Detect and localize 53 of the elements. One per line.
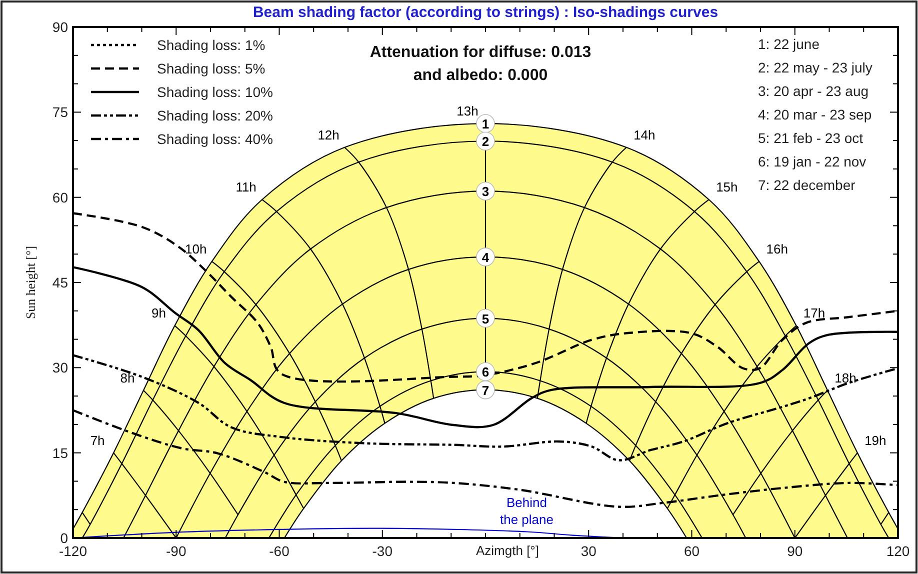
y-tick-label: 75 — [52, 104, 68, 120]
x-tick-label: 30 — [580, 543, 597, 559]
x-axis-title: Azimgth [°] — [476, 543, 539, 558]
x-tick-label: -30 — [372, 543, 393, 559]
series-label: 9h — [152, 306, 166, 321]
series-label: 1 — [482, 116, 490, 132]
annotation: 1: 22 june — [758, 36, 820, 52]
x-tick-label: -90 — [166, 543, 186, 559]
series-label: 5 — [482, 311, 490, 326]
series-label: 19h — [864, 432, 886, 448]
y-axis-title: Sun height [°] — [23, 246, 38, 320]
series-label: 12h — [318, 127, 340, 142]
legend-label: Shading loss: 40% — [157, 131, 273, 147]
legend-label: Shading loss: 20% — [157, 108, 273, 124]
legend-label: Shading loss: 1% — [157, 37, 266, 53]
x-tick-label: -60 — [269, 543, 290, 559]
y-tick-label: 15 — [52, 444, 68, 461]
y-tick-label: 90 — [52, 19, 68, 35]
series-label: 6 — [482, 364, 490, 380]
annotation: 7: 22 december — [758, 177, 856, 193]
annotation: 6: 19 jan - 22 nov — [758, 154, 866, 170]
x-tick-label: 90 — [787, 543, 803, 559]
series-label: 11h — [236, 180, 256, 195]
annotation: Behind the plane — [500, 494, 554, 527]
series-label: 10h — [185, 241, 207, 256]
series-label: 3 — [482, 184, 490, 200]
y-tick-label: 45 — [52, 274, 68, 290]
legend-label: Shading loss: 10% — [157, 84, 273, 100]
x-tick-label: -120 — [58, 543, 88, 559]
annotation: 4: 20 mar - 23 sep — [758, 106, 872, 122]
legend-label: Shading loss: 5% — [157, 60, 266, 76]
annotation: 5: 21 feb - 23 oct — [758, 130, 864, 146]
y-tick-label: 30 — [52, 360, 68, 376]
series-label: 2 — [482, 134, 490, 150]
series-label: 14h — [634, 127, 656, 142]
series-label: 13h — [456, 104, 478, 119]
series-label: 7h — [90, 432, 105, 448]
series-label: 4 — [482, 250, 490, 265]
annotation: 2: 22 may - 23 july — [758, 60, 872, 76]
y-tick-label: 0 — [60, 530, 68, 546]
series-label: 7 — [482, 382, 490, 398]
series-label: 8h — [120, 370, 135, 386]
x-tick-label: 120 — [886, 543, 910, 559]
annotation: Attenuation for diffuse: 0.013 — [370, 44, 592, 61]
series-label: 18h — [834, 370, 856, 386]
chart-title: Beam shading factor (according to strings) : Iso-shadings curves — [252, 4, 718, 21]
series-label: 16h — [766, 241, 788, 256]
series-label: 17h — [803, 306, 826, 321]
x-tick-label: 60 — [684, 543, 700, 559]
y-tick-label: 60 — [52, 189, 68, 206]
series-label: 15h — [716, 180, 738, 195]
annotation: and albedo: 0.000 — [413, 67, 548, 84]
annotation: 3: 20 apr - 23 aug — [758, 83, 869, 99]
